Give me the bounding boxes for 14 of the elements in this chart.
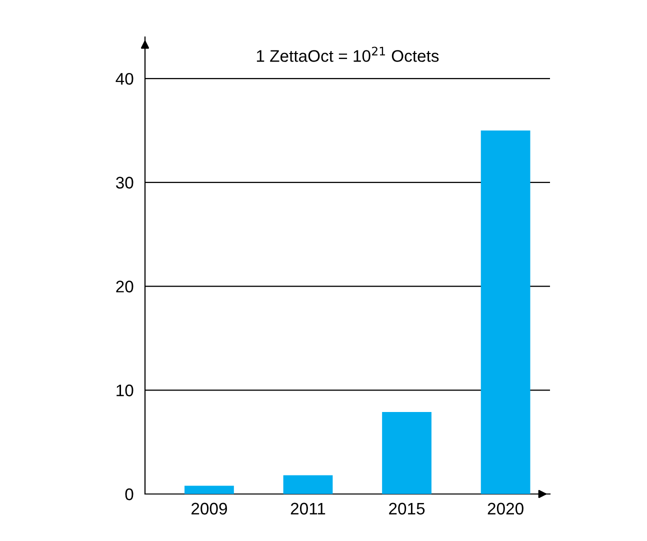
y-tick-label: 10 bbox=[116, 384, 134, 396]
bar bbox=[283, 475, 333, 494]
y-tick-label: 20 bbox=[116, 280, 134, 292]
x-tick-label: 2015 bbox=[389, 502, 425, 515]
text: 1 ZettaOct = 10$^{21}$ Octets bbox=[256, 46, 439, 62]
y-tick-label: 0 bbox=[125, 488, 134, 500]
y-tick-label: 40 bbox=[116, 72, 134, 85]
x-tick-label: 2009 bbox=[192, 502, 227, 515]
bar bbox=[184, 486, 234, 494]
x-tick-label: 2020 bbox=[488, 502, 524, 515]
bar bbox=[480, 130, 530, 494]
x-tick-label: 2011 bbox=[290, 502, 326, 515]
y-tick-label: 30 bbox=[116, 176, 134, 189]
bar bbox=[382, 412, 432, 494]
